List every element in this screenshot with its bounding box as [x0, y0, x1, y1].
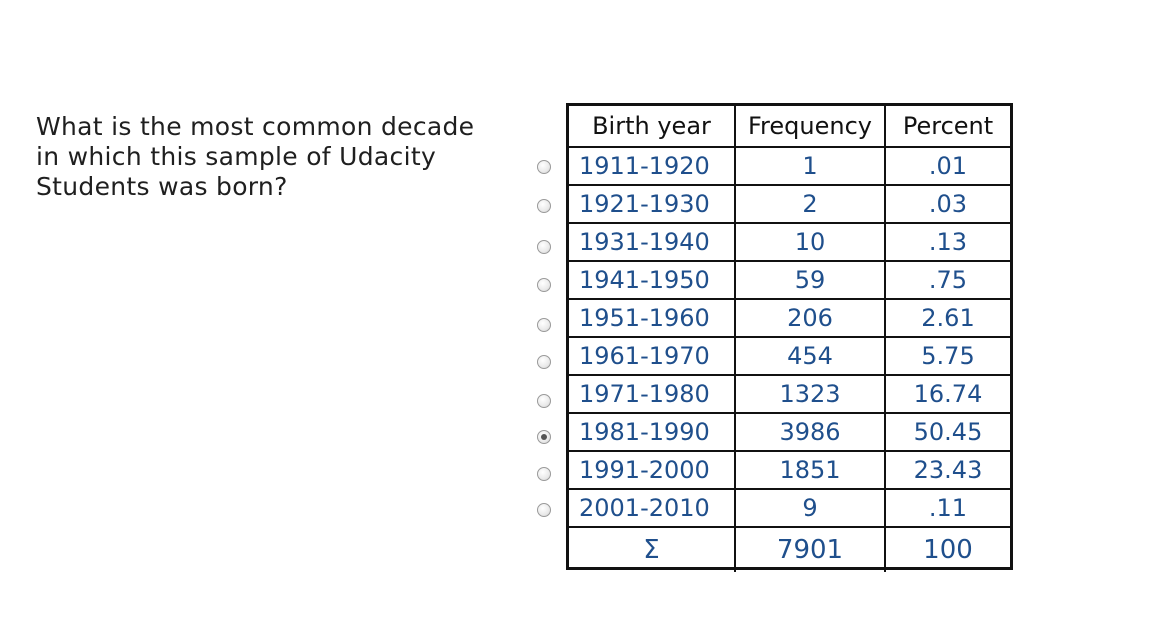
question-line: Students was born? — [36, 172, 288, 201]
table-row: 1921-1930 2 .03 — [569, 184, 1010, 223]
cell-percent: 16.74 — [884, 374, 1010, 413]
radio-option-1971-1980[interactable] — [537, 394, 551, 408]
cell-frequency: 3986 — [734, 412, 885, 451]
table-row: 1951-1960 206 2.61 — [569, 298, 1010, 337]
radio-option-1911-1920[interactable] — [537, 160, 551, 174]
cell-percent: 23.43 — [884, 450, 1010, 489]
radio-option-1921-1930[interactable] — [537, 199, 551, 213]
table-row: 1961-1970 454 5.75 — [569, 336, 1010, 375]
radio-option-2001-2010[interactable] — [537, 503, 551, 517]
cell-frequency: 59 — [734, 260, 885, 299]
table-total-row: Σ 7901 100 — [569, 526, 1010, 572]
cell-year: 1951-1960 — [569, 298, 735, 337]
total-frequency: 7901 — [734, 526, 885, 572]
cell-year: 1991-2000 — [569, 450, 735, 489]
cell-frequency: 206 — [734, 298, 885, 337]
header-frequency: Frequency — [734, 106, 885, 147]
cell-percent: 5.75 — [884, 336, 1010, 375]
question-text: What is the most common decade in which … — [36, 112, 516, 202]
radio-option-1951-1960[interactable] — [537, 318, 551, 332]
cell-percent: .13 — [884, 222, 1010, 261]
radio-option-1981-1990[interactable] — [537, 430, 551, 444]
cell-year: 1961-1970 — [569, 336, 735, 375]
table-header-row: Birth year Frequency Percent — [569, 106, 1010, 147]
cell-percent: 50.45 — [884, 412, 1010, 451]
cell-frequency: 454 — [734, 336, 885, 375]
table-row: 1991-2000 1851 23.43 — [569, 450, 1010, 489]
question-line: in which this sample of Udacity — [36, 142, 437, 171]
cell-frequency: 1323 — [734, 374, 885, 413]
frequency-table: Birth year Frequency Percent 1911-1920 1… — [566, 103, 1013, 572]
radio-option-1941-1950[interactable] — [537, 278, 551, 292]
table-row: 2001-2010 9 .11 — [569, 488, 1010, 527]
cell-year: 1981-1990 — [569, 412, 735, 451]
table-row: 1931-1940 10 .13 — [569, 222, 1010, 261]
cell-year: 1931-1940 — [569, 222, 735, 261]
cell-percent: 2.61 — [884, 298, 1010, 337]
cell-frequency: 1 — [734, 146, 885, 185]
sum-symbol: Σ — [569, 526, 735, 572]
radio-option-1991-2000[interactable] — [537, 467, 551, 481]
header-birth-year: Birth year — [592, 112, 711, 140]
cell-frequency: 2 — [734, 184, 885, 223]
question-line: What is the most common decade — [36, 112, 475, 141]
cell-year: 1921-1930 — [569, 184, 735, 223]
total-percent: 100 — [884, 526, 1010, 572]
table-row: 1981-1990 3986 50.45 — [569, 412, 1010, 451]
cell-year: 1971-1980 — [569, 374, 735, 413]
cell-frequency: 10 — [734, 222, 885, 261]
table-row: 1911-1920 1 .01 — [569, 146, 1010, 185]
table-row: 1971-1980 1323 16.74 — [569, 374, 1010, 413]
cell-frequency: 1851 — [734, 450, 885, 489]
header-percent: Percent — [884, 106, 1010, 147]
cell-year: 2001-2010 — [569, 488, 735, 527]
radio-option-1931-1940[interactable] — [537, 240, 551, 254]
cell-year: 1941-1950 — [569, 260, 735, 299]
radio-option-1961-1970[interactable] — [537, 355, 551, 369]
cell-percent: .11 — [884, 488, 1010, 527]
table-row: 1941-1950 59 .75 — [569, 260, 1010, 299]
cell-year: 1911-1920 — [569, 146, 735, 185]
cell-percent: .75 — [884, 260, 1010, 299]
cell-percent: .03 — [884, 184, 1010, 223]
cell-frequency: 9 — [734, 488, 885, 527]
cell-percent: .01 — [884, 146, 1010, 185]
